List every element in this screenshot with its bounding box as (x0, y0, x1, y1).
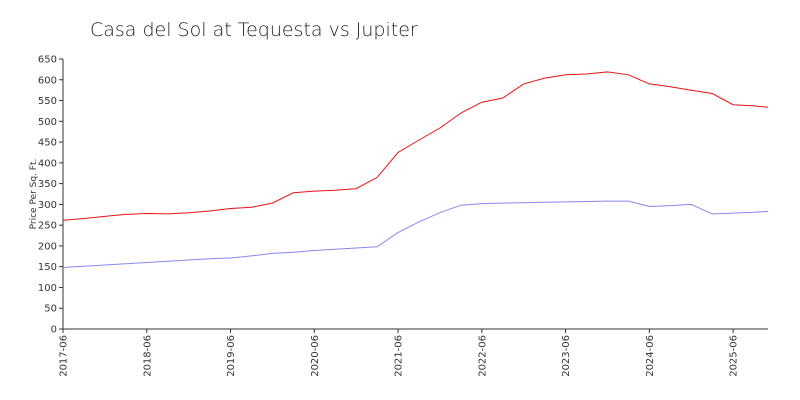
x-tick-label: 2025-06 (729, 335, 740, 377)
series-line (62, 71, 769, 221)
chart-title: Casa del Sol at Tequesta vs Jupiter (90, 19, 418, 41)
x-tick-label: 2021-06 (394, 335, 405, 377)
x-tick-label: 2020-06 (310, 335, 321, 377)
y-tick-label: 350 (38, 179, 57, 190)
y-tick-label: 550 (38, 96, 57, 107)
y-tick-label: 0 (51, 325, 57, 336)
y-tick-label: 600 (38, 75, 57, 86)
y-tick-label: 250 (38, 221, 57, 232)
y-tick-label: 500 (38, 117, 57, 128)
series-line (62, 200, 769, 268)
x-tick-label: 2017-06 (59, 335, 70, 377)
y-tick-label: 650 (38, 55, 57, 66)
y-axis-label: Price Per Sq. Ft. (29, 159, 39, 230)
y-tick-label: 200 (38, 241, 57, 252)
x-tick-label: 2022-06 (477, 335, 488, 377)
x-tick-label: 2019-06 (226, 335, 237, 377)
x-tick-label: 2023-06 (561, 335, 572, 377)
y-tick-label: 150 (38, 262, 57, 273)
x-tick-label: 2018-06 (142, 335, 153, 377)
y-tick-label: 100 (38, 283, 57, 294)
y-tick-label: 450 (38, 138, 57, 149)
y-tick-label: 400 (38, 158, 57, 169)
x-tick-label: 2024-06 (645, 335, 656, 377)
y-tick-label: 300 (38, 200, 57, 211)
y-tick-label: 50 (44, 304, 57, 315)
